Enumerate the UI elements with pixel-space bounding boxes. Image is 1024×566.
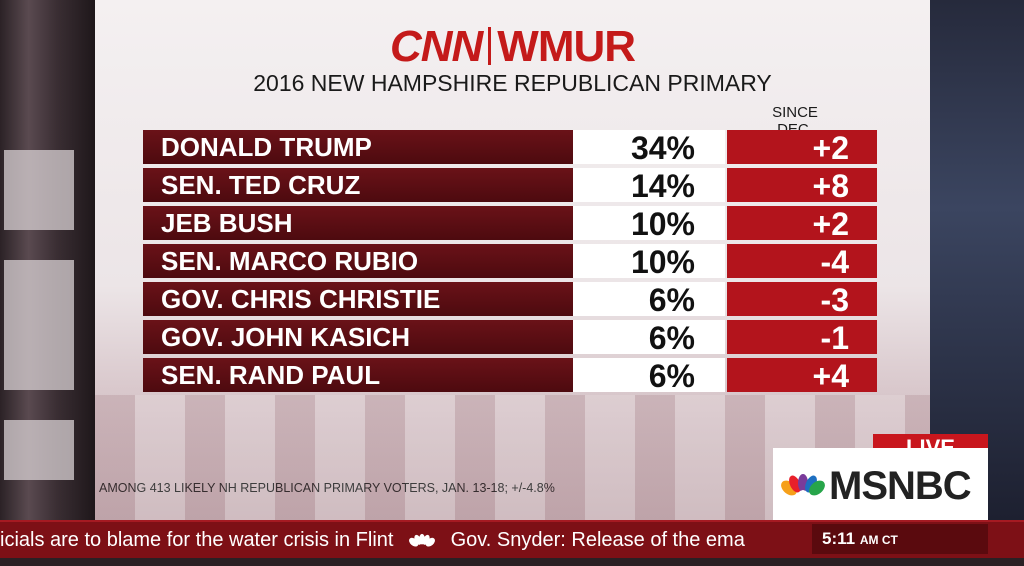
- candidate-percent: 34%: [573, 130, 725, 166]
- candidate-change: -1: [727, 320, 877, 356]
- ticker-item: Gov. Snyder: Release of the ema: [450, 529, 745, 551]
- candidate-name: SEN. MARCO RUBIO: [143, 244, 573, 278]
- candidate-name: DONALD TRUMP: [143, 130, 573, 164]
- candidate-percent: 6%: [573, 320, 725, 356]
- poll-graphic: CNN WMUR 2016 NEW HAMPSHIRE REPUBLICAN PR…: [95, 0, 930, 520]
- network-name: MSNBC: [829, 464, 972, 508]
- table-row: SEN. RAND PAUL 6% +4: [143, 358, 877, 394]
- candidate-percent: 6%: [573, 282, 725, 318]
- cnn-wmur-logo: CNN WMUR: [389, 22, 636, 71]
- candidate-change: +4: [727, 358, 877, 394]
- table-row: DONALD TRUMP 34% +2: [143, 130, 877, 166]
- peacock-separator-icon: [409, 533, 435, 547]
- table-row: SEN. TED CRUZ 14% +8: [143, 168, 877, 204]
- candidate-name: GOV. CHRIS CHRISTIE: [143, 282, 573, 316]
- poll-table: DONALD TRUMP 34% +2 SEN. TED CRUZ 14% +8…: [143, 130, 877, 396]
- candidate-change: +8: [727, 168, 877, 204]
- studio-background-left: [0, 0, 95, 520]
- clock-timezone: AM CT: [859, 533, 898, 547]
- peacock-icon: [781, 474, 825, 496]
- candidate-name: GOV. JOHN KASICH: [143, 320, 573, 354]
- candidate-change: +2: [727, 130, 877, 166]
- candidate-percent: 10%: [573, 244, 725, 280]
- table-row: GOV. CHRIS CHRISTIE 6% -3: [143, 282, 877, 318]
- candidate-percent: 10%: [573, 206, 725, 242]
- table-row: GOV. JOHN KASICH 6% -1: [143, 320, 877, 356]
- candidate-change: -3: [727, 282, 877, 318]
- candidate-name: SEN. TED CRUZ: [143, 168, 573, 202]
- clock-time: 5:11: [822, 529, 856, 548]
- poll-footnote: AMONG 413 LIKELY NH REPUBLICAN PRIMARY V…: [99, 481, 555, 495]
- ticker-item: icials are to blame for the water crisis…: [0, 529, 394, 551]
- candidate-percent: 6%: [573, 358, 725, 394]
- candidate-percent: 14%: [573, 168, 725, 204]
- bottom-strip: [0, 558, 1024, 566]
- candidate-name: SEN. RAND PAUL: [143, 358, 573, 392]
- candidate-change: +2: [727, 206, 877, 242]
- table-row: SEN. MARCO RUBIO 10% -4: [143, 244, 877, 280]
- clock: 5:11 AM CT: [812, 524, 988, 554]
- table-row: JEB BUSH 10% +2: [143, 206, 877, 242]
- candidate-change: -4: [727, 244, 877, 280]
- studio-background-right: [930, 0, 1024, 520]
- msnbc-logo: MSNBC: [773, 448, 988, 520]
- graphic-title: 2016 NEW HAMPSHIRE REPUBLICAN PRIMARY: [253, 70, 772, 96]
- candidate-name: JEB BUSH: [143, 206, 573, 240]
